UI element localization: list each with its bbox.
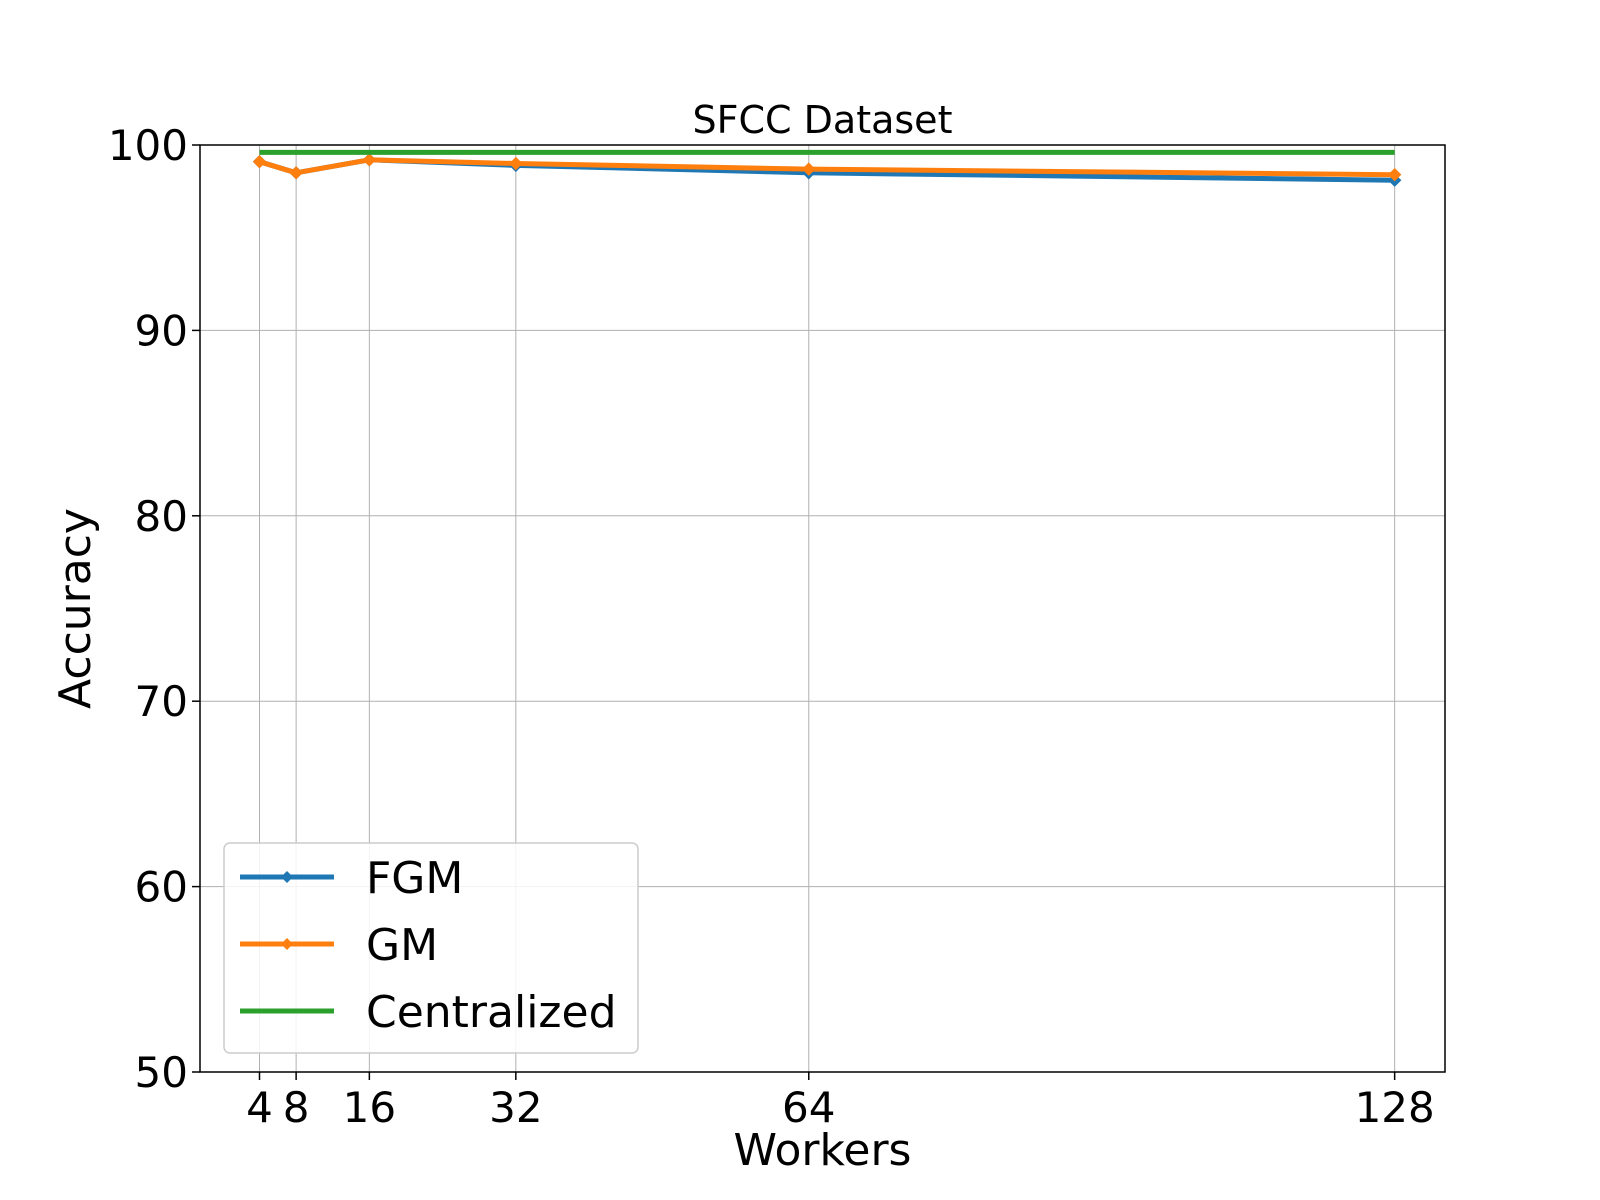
- series-line-gm: [258, 157, 1395, 178]
- data-point-gm: [1387, 167, 1402, 182]
- y-tick-label: 80: [135, 492, 188, 541]
- x-tick-label: 16: [343, 1083, 396, 1132]
- x-tick-label: 128: [1355, 1083, 1435, 1132]
- data-point-gm: [802, 162, 816, 176]
- data-point-gm: [509, 156, 523, 171]
- y-tick-label: 70: [135, 677, 188, 726]
- legend-label-gm: GM: [366, 920, 438, 971]
- series-lines: [252, 149, 1402, 187]
- axis-ticks: 4 8 16 32 64 128 50 60 70 80 90 100: [108, 121, 1435, 1132]
- y-axis-label: Accuracy: [50, 508, 101, 709]
- legend-marker-gm: [281, 938, 293, 950]
- y-tick-label: 100: [108, 121, 188, 170]
- data-point-gm: [252, 154, 267, 169]
- legend-label-fgm: FGM: [366, 853, 463, 904]
- legend: FGM GM Centralized: [223, 842, 639, 1054]
- x-tick-label: 4: [246, 1083, 273, 1132]
- chart-title: SFCC Dataset: [693, 98, 953, 142]
- data-point-gm: [362, 153, 377, 167]
- legend-label-centralized: Centralized: [366, 987, 617, 1038]
- legend-box: [223, 842, 639, 1054]
- plot-frame: [199, 144, 1446, 1073]
- x-tick-label: 64: [782, 1083, 835, 1132]
- legend-marker-fgm: [281, 871, 293, 883]
- x-tick-label: 8: [283, 1083, 310, 1132]
- x-axis-label: Workers: [734, 1125, 912, 1176]
- x-tick-label: 32: [489, 1083, 542, 1132]
- y-tick-label: 90: [135, 306, 188, 355]
- data-point-gm: [289, 166, 303, 180]
- y-tick-label: 60: [135, 863, 188, 912]
- y-tick-label: 50: [135, 1048, 188, 1097]
